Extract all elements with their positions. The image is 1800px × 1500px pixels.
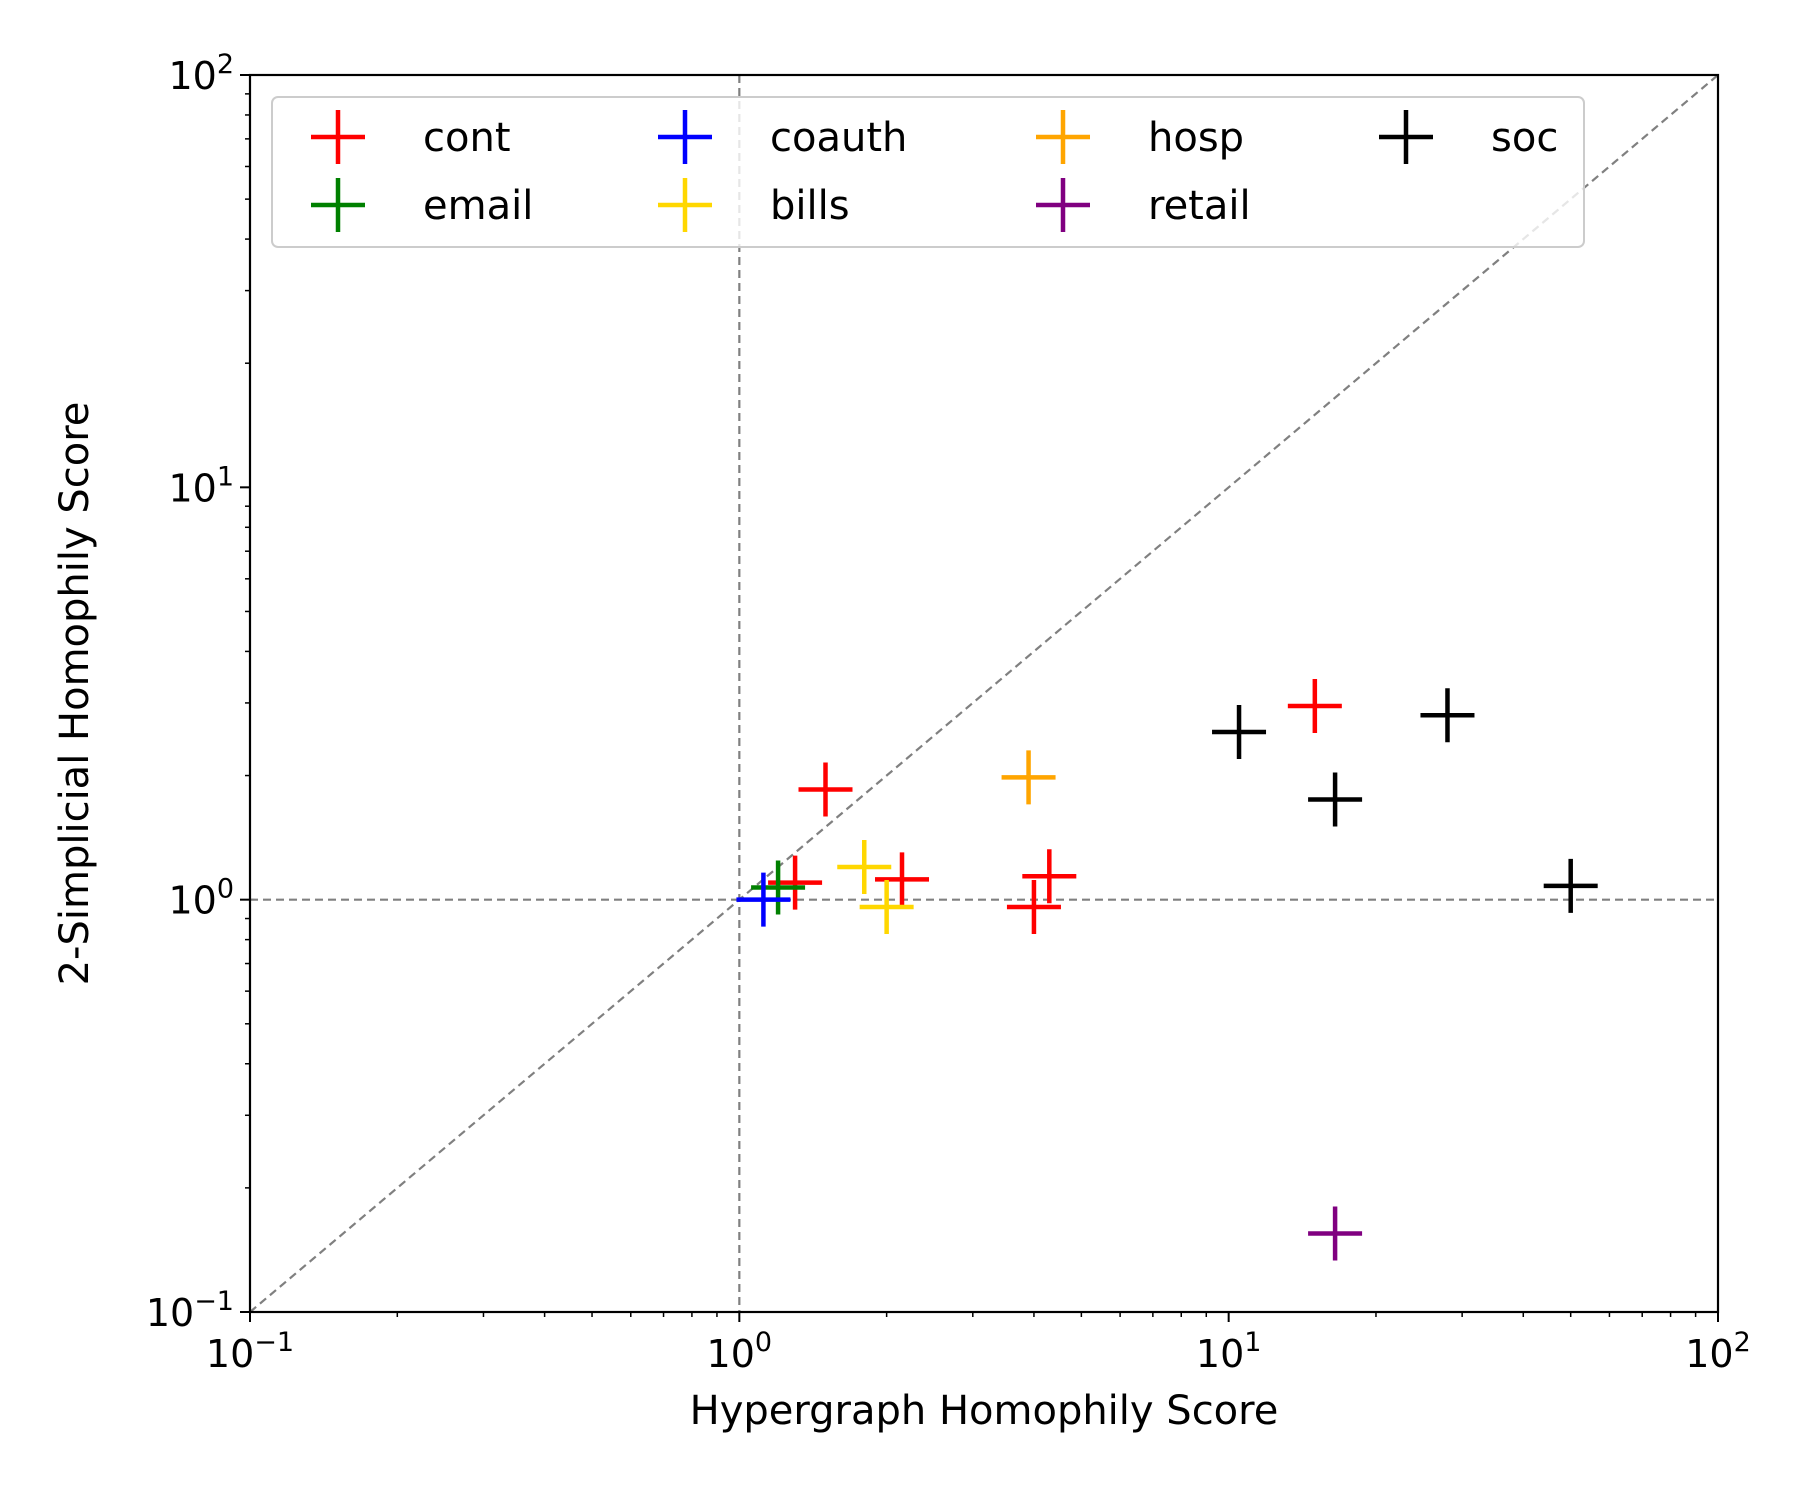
data-point-email — [751, 860, 806, 915]
x-tick-label: 100 — [707, 1327, 773, 1376]
y-tick-label: 101 — [168, 461, 234, 510]
legend-item-retail: retail — [1036, 178, 1251, 232]
legend-marker-cont — [311, 110, 365, 164]
data-point-cont — [798, 762, 853, 817]
legend-label-coauth: coauth — [770, 115, 907, 161]
series-soc — [1212, 688, 1598, 913]
legend-item-soc: soc — [1379, 110, 1558, 164]
x-axis-label: Hypergraph Homophily Score — [690, 1388, 1279, 1434]
data-point-hosp — [1001, 750, 1056, 805]
legend-item-hosp: hosp — [1036, 110, 1244, 164]
data-point-soc — [1543, 858, 1598, 913]
legend-label-cont: cont — [423, 115, 511, 161]
data-point-bills — [859, 879, 914, 934]
legend-marker-email — [311, 178, 365, 232]
series-cont — [768, 678, 1342, 934]
diagonal-reference-line — [249, 74, 1719, 1313]
data-points — [736, 678, 1598, 1261]
legend-label-hosp: hosp — [1148, 115, 1244, 161]
y-tick-label: 10−1 — [146, 1286, 234, 1335]
axis-ticks — [240, 74, 1719, 1322]
legend-box — [271, 96, 1585, 248]
x-tick-label: 10−1 — [206, 1327, 294, 1376]
data-point-retail — [1308, 1206, 1363, 1261]
x-tick-label: 102 — [1685, 1327, 1751, 1376]
series-coauth — [736, 872, 791, 927]
legend-label-email: email — [423, 183, 533, 229]
legend-label-retail: retail — [1148, 183, 1251, 229]
legend-item-cont: cont — [311, 110, 511, 164]
data-point-cont — [875, 852, 930, 907]
y-axis-label: 2-Simplicial Homophily Score — [52, 402, 98, 986]
y-tick-label: 102 — [168, 49, 234, 98]
legend-marker-bills — [658, 178, 712, 232]
series-retail — [1308, 1206, 1363, 1261]
legend: cont email coauth bills hosp retail soc — [271, 96, 1585, 248]
reference-lines — [249, 74, 1719, 1313]
legend-label-bills: bills — [770, 183, 850, 229]
legend-label-soc: soc — [1491, 115, 1558, 161]
x-tick-label: 101 — [1196, 1327, 1262, 1376]
data-point-cont — [1287, 678, 1342, 733]
y-tick-label: 100 — [168, 874, 234, 923]
data-point-coauth — [736, 872, 791, 927]
series-email — [751, 860, 806, 915]
legend-item-coauth: coauth — [658, 110, 907, 164]
series-hosp — [1001, 750, 1056, 805]
legend-item-email: email — [311, 178, 533, 232]
legend-marker-retail — [1036, 178, 1090, 232]
data-point-soc — [1212, 705, 1267, 760]
series-bills — [837, 840, 914, 934]
data-point-bills — [837, 840, 892, 895]
data-point-soc — [1308, 772, 1363, 827]
data-point-cont — [1006, 879, 1061, 934]
legend-marker-hosp — [1036, 110, 1090, 164]
legend-marker-coauth — [658, 110, 712, 164]
plot-frame — [248, 73, 1720, 1314]
tick-labels: 10−1 100 101 102 10−1 100 101 102 — [146, 49, 1751, 1376]
legend-item-bills: bills — [658, 178, 850, 232]
legend-marker-soc — [1379, 110, 1433, 164]
data-point-cont — [1022, 849, 1077, 904]
data-point-soc — [1420, 688, 1475, 743]
